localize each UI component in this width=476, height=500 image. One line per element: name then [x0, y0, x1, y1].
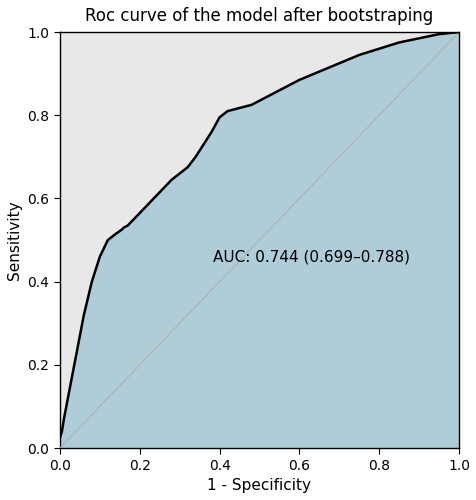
Text: AUC: 0.744 (0.699–0.788): AUC: 0.744 (0.699–0.788)	[212, 249, 409, 264]
Title: Roc curve of the model after bootstraping: Roc curve of the model after bootstrapin…	[85, 7, 433, 25]
Y-axis label: Sensitivity: Sensitivity	[7, 200, 22, 280]
X-axis label: 1 - Specificity: 1 - Specificity	[207, 478, 311, 493]
